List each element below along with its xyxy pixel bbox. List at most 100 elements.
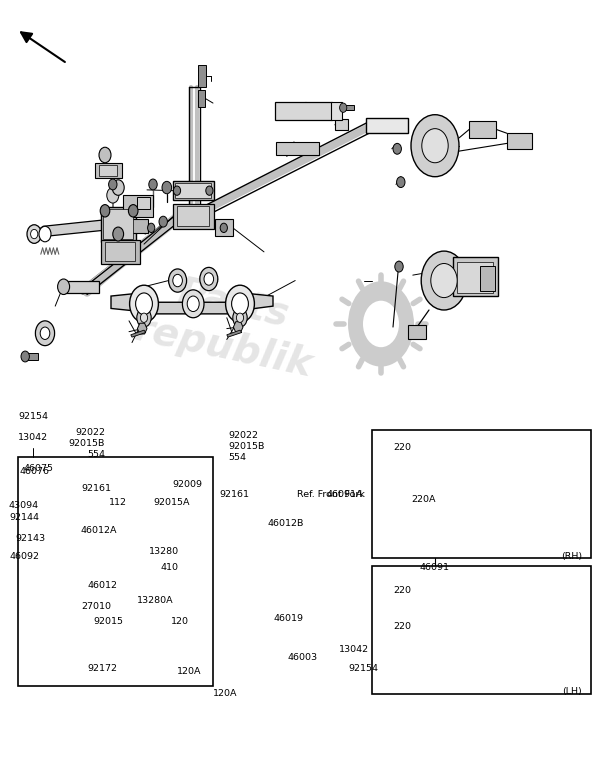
Circle shape [27, 225, 41, 243]
Text: 46019: 46019 [273, 614, 303, 623]
Bar [173, 181, 214, 200]
Circle shape [422, 129, 448, 163]
Circle shape [107, 188, 119, 203]
Text: 92143: 92143 [15, 534, 45, 543]
Circle shape [236, 313, 244, 322]
Circle shape [149, 179, 157, 190]
Text: 92172: 92172 [87, 663, 117, 673]
Text: Parts
republik: Parts republik [131, 267, 325, 384]
Text: 92154: 92154 [348, 663, 378, 673]
Circle shape [187, 296, 199, 312]
Circle shape [113, 227, 124, 241]
Bar [453, 257, 498, 296]
Bar [335, 119, 348, 130]
Text: 112: 112 [109, 498, 127, 507]
Circle shape [340, 103, 347, 112]
Text: 43094: 43094 [9, 501, 39, 510]
Text: 92015: 92015 [93, 617, 123, 626]
Bar [469, 121, 496, 138]
Text: 92015A: 92015A [153, 498, 190, 507]
Circle shape [173, 274, 182, 287]
Text: 13280: 13280 [149, 547, 179, 556]
Polygon shape [38, 217, 126, 240]
Text: (RH): (RH) [561, 552, 582, 561]
Circle shape [112, 180, 124, 195]
Circle shape [411, 115, 459, 177]
Circle shape [206, 186, 213, 195]
Circle shape [431, 264, 457, 298]
Circle shape [159, 216, 167, 227]
Bar [408, 325, 426, 339]
Bar [123, 195, 153, 217]
Text: 13042: 13042 [339, 645, 369, 654]
Polygon shape [233, 322, 243, 332]
Circle shape [162, 181, 172, 194]
Circle shape [99, 147, 111, 163]
Text: 220: 220 [393, 586, 411, 595]
Bar [101, 207, 136, 242]
Text: 92015B: 92015B [228, 442, 265, 451]
Text: 46076: 46076 [19, 467, 49, 476]
Text: 410: 410 [161, 563, 179, 572]
Text: 92144: 92144 [9, 513, 39, 522]
Bar [137, 197, 150, 209]
Polygon shape [137, 323, 147, 334]
Bar [331, 102, 342, 120]
Circle shape [421, 251, 467, 310]
Text: 92009: 92009 [173, 480, 203, 489]
Text: 92161: 92161 [219, 490, 249, 499]
Bar [480, 266, 495, 291]
Text: 46012B: 46012B [267, 518, 304, 528]
Bar [372, 430, 591, 558]
Text: (LH): (LH) [562, 687, 582, 696]
Text: 92161: 92161 [81, 484, 111, 493]
Circle shape [100, 205, 110, 217]
Text: 13042: 13042 [18, 433, 48, 443]
Bar [99, 165, 117, 176]
Circle shape [173, 186, 181, 195]
Circle shape [220, 223, 227, 232]
Circle shape [40, 327, 50, 339]
Bar [175, 183, 211, 198]
Circle shape [233, 308, 247, 327]
Bar [198, 65, 206, 87]
Bar [343, 105, 354, 110]
Text: 120A: 120A [213, 689, 238, 698]
Text: 92154: 92154 [18, 412, 48, 422]
Circle shape [128, 205, 138, 217]
Text: 92022: 92022 [228, 431, 258, 440]
Text: 27010: 27010 [81, 601, 111, 611]
Circle shape [204, 273, 214, 285]
Circle shape [397, 177, 405, 188]
Circle shape [137, 308, 151, 327]
Bar [372, 566, 591, 694]
Circle shape [58, 279, 70, 294]
Bar [173, 204, 214, 229]
Circle shape [148, 223, 155, 232]
Bar [275, 102, 332, 120]
Circle shape [393, 143, 401, 154]
Text: 13280A: 13280A [137, 596, 173, 605]
Circle shape [348, 281, 414, 367]
Circle shape [130, 285, 158, 322]
Bar [115, 219, 148, 232]
Bar [457, 262, 493, 293]
Bar [198, 90, 205, 107]
Circle shape [35, 321, 55, 346]
Circle shape [109, 179, 117, 190]
Circle shape [395, 261, 403, 272]
Bar [103, 209, 133, 239]
Circle shape [226, 285, 254, 322]
Circle shape [140, 313, 148, 322]
Bar [101, 240, 140, 264]
Bar [18, 457, 213, 686]
Text: 46003: 46003 [288, 653, 318, 662]
Text: 46012: 46012 [87, 580, 117, 590]
Text: 46091A: 46091A [326, 490, 363, 499]
Bar [177, 206, 209, 226]
Text: 220: 220 [393, 622, 411, 631]
Bar [507, 133, 532, 149]
Text: 46075: 46075 [24, 464, 54, 474]
Bar [366, 118, 408, 133]
Polygon shape [227, 330, 242, 337]
